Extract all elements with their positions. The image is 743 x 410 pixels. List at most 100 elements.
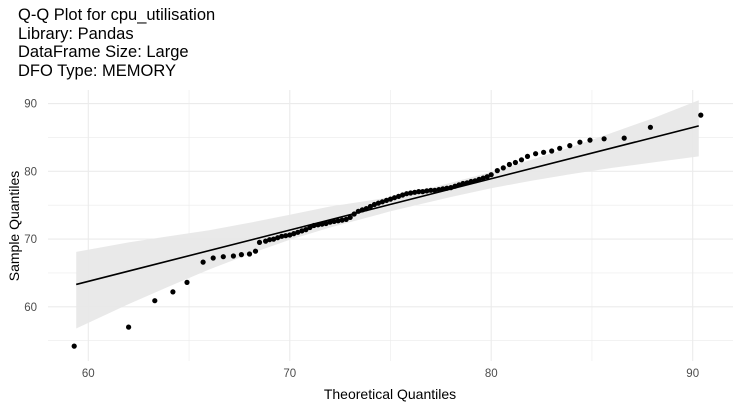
data-point — [367, 203, 373, 210]
data-point — [375, 200, 381, 206]
y-axis-title: Sample Quantiles — [6, 170, 22, 282]
reference-line — [76, 125, 699, 286]
data-point — [432, 187, 438, 193]
data-point — [518, 157, 525, 163]
data-point — [355, 208, 361, 214]
data-point — [339, 217, 345, 223]
data-point — [488, 172, 494, 178]
data-point — [400, 192, 406, 198]
data-point — [327, 219, 333, 225]
data-point — [126, 324, 132, 330]
data-point — [577, 139, 583, 145]
data-point — [184, 279, 190, 285]
data-point — [440, 186, 446, 192]
data-point — [271, 236, 277, 242]
data-point — [416, 189, 422, 195]
data-point — [335, 218, 341, 224]
data-point — [383, 197, 390, 203]
data-point — [506, 161, 512, 168]
data-point — [371, 201, 377, 208]
data-point — [428, 187, 434, 193]
data-point — [621, 135, 627, 141]
data-point — [424, 188, 430, 194]
y-tick-label: 80 — [24, 166, 37, 178]
data-point — [464, 180, 470, 186]
data-point — [480, 175, 486, 181]
data-point — [359, 207, 365, 213]
data-point — [512, 159, 519, 166]
data-point — [230, 253, 236, 259]
data-point — [391, 195, 398, 201]
data-point — [444, 185, 450, 191]
data-point — [287, 232, 293, 238]
x-tick-label: 90 — [686, 368, 699, 380]
data-point — [295, 229, 301, 235]
data-point — [460, 180, 466, 187]
data-point — [500, 165, 506, 171]
data-point — [307, 224, 313, 231]
data-point — [220, 254, 226, 260]
data-point — [557, 145, 563, 151]
data-point — [256, 239, 263, 245]
data-point — [71, 343, 77, 349]
data-point — [279, 233, 285, 239]
data-point — [379, 199, 385, 205]
data-point — [200, 259, 206, 265]
x-tick-label: 80 — [485, 368, 498, 380]
data-point — [567, 143, 573, 149]
data-point — [246, 251, 253, 257]
data-point — [494, 168, 500, 174]
data-point — [351, 211, 357, 217]
data-point — [448, 185, 454, 191]
data-point — [291, 231, 297, 237]
data-point — [404, 191, 410, 197]
title-line-1: Q-Q Plot for cpu_utilisation — [18, 6, 216, 24]
data-point — [436, 187, 442, 193]
data-point — [363, 206, 369, 212]
data-point — [315, 222, 321, 228]
data-point — [533, 151, 539, 157]
data-point — [263, 238, 269, 244]
data-point — [476, 176, 482, 182]
data-point — [601, 136, 607, 142]
data-point — [210, 255, 216, 261]
data-point — [303, 227, 309, 233]
data-point — [319, 221, 325, 227]
data-point — [267, 237, 273, 243]
title-line-2: Library: Pandas — [18, 24, 134, 43]
data-point — [387, 196, 394, 202]
data-point — [170, 289, 176, 295]
title-line-3: DataFrame Size: Large — [18, 43, 189, 61]
data-point — [275, 235, 281, 241]
data-point — [238, 252, 244, 258]
data-point — [412, 189, 418, 195]
data-point — [468, 178, 474, 185]
data-point — [343, 216, 349, 222]
data-point — [331, 218, 337, 224]
x-tick-label: 60 — [82, 368, 95, 380]
data-point — [472, 178, 478, 184]
y-tick-label: 70 — [24, 234, 37, 246]
y-tick-label: 60 — [24, 302, 37, 314]
data-point — [484, 174, 490, 180]
data-point — [698, 112, 704, 118]
data-point — [311, 222, 317, 229]
chart-title: Q-Q Plot for cpu_utilisation Library: Pa… — [18, 6, 215, 80]
data-point — [647, 124, 654, 130]
data-point — [152, 298, 158, 304]
data-point — [396, 193, 402, 199]
data-point — [252, 248, 259, 254]
data-point — [456, 182, 462, 188]
y-tick-label: 90 — [24, 99, 37, 111]
data-point — [299, 228, 305, 234]
data-point — [549, 148, 555, 154]
data-point — [323, 220, 329, 227]
confidence-band — [76, 100, 699, 329]
data-point — [452, 183, 458, 189]
data-point — [587, 137, 593, 143]
x-tick-label: 70 — [283, 368, 296, 380]
data-point — [541, 149, 547, 155]
data-point — [420, 189, 426, 195]
x-axis-title: Theoretical Quantiles — [323, 386, 457, 402]
